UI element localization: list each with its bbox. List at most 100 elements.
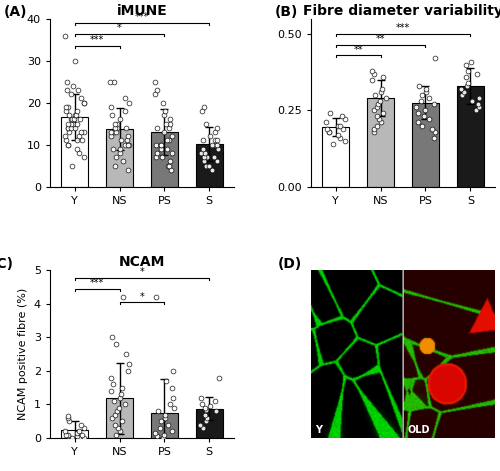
Point [151,429,159,437]
Point [152,293,160,301]
Point [374,100,382,108]
Text: ***: *** [90,35,104,46]
Point [156,417,164,425]
Point [114,124,122,131]
Point [107,374,115,382]
Point [158,154,166,161]
Text: ***: *** [90,278,104,288]
Point [168,149,175,157]
Point [168,384,176,391]
Point [119,293,127,301]
Point [213,137,221,144]
Point [166,120,173,128]
Point [77,421,85,429]
Point [62,107,70,115]
Point [382,94,390,102]
Bar [61,430,88,438]
Point [71,124,79,131]
Point [112,421,120,429]
Point [370,106,378,114]
Title: iMUNE: iMUNE [116,4,168,18]
Point [210,154,218,161]
Point [430,128,438,135]
Point [200,103,208,111]
Point [162,411,170,418]
Point [106,128,114,136]
Point [160,128,168,136]
Point [124,132,132,140]
Point [72,432,80,440]
Point [77,95,85,102]
Point [111,120,119,128]
Point [64,432,72,440]
Point [108,414,116,422]
Point [199,424,207,432]
Point [68,162,76,170]
Point [118,384,126,391]
Point [196,421,204,429]
Bar [196,408,222,438]
Bar [61,117,88,187]
Point [162,377,170,385]
Point [422,85,430,93]
Point [214,145,222,153]
Point [425,116,433,123]
Point [202,406,210,413]
Text: (D): (D) [278,257,302,271]
Bar [106,398,133,438]
Point [65,128,73,136]
Point [422,88,430,96]
Point [78,137,86,144]
Point [62,431,70,439]
Point [467,58,475,65]
Point [201,149,209,157]
Point [156,424,164,432]
Point [214,158,222,165]
Point [377,119,385,126]
Point [108,333,116,341]
Point [62,32,70,40]
Point [80,99,88,106]
Point [164,124,172,131]
Point [151,78,159,86]
Point [80,434,88,442]
Point [458,91,466,99]
Point [323,125,331,132]
Point [65,417,73,425]
Point [70,120,78,128]
Point [75,434,83,442]
Point [208,166,216,173]
Point [464,67,471,74]
Point [474,94,482,102]
Point [75,149,83,157]
Point [166,401,174,408]
Text: **: ** [376,34,386,44]
Point [110,398,118,405]
Point [112,411,120,418]
Point [322,119,330,126]
Point [122,124,130,131]
Text: *: * [117,23,122,33]
Point [118,158,126,165]
Point [124,166,132,173]
Point [71,112,79,119]
Point [116,428,124,435]
Point [64,124,72,131]
Title: Fibre diameter variability: Fibre diameter variability [303,4,500,18]
Text: *: * [140,292,144,301]
Point [68,434,76,442]
Point [156,141,164,148]
Point [152,154,160,161]
Point [368,76,376,83]
Point [197,149,205,157]
Point [370,70,378,78]
Point [373,122,381,130]
Point [159,434,167,442]
Point [75,132,83,140]
Point [416,97,424,105]
Point [62,86,70,94]
Point [110,145,118,153]
Point [64,112,72,119]
Point [341,116,349,123]
Point [169,394,177,402]
